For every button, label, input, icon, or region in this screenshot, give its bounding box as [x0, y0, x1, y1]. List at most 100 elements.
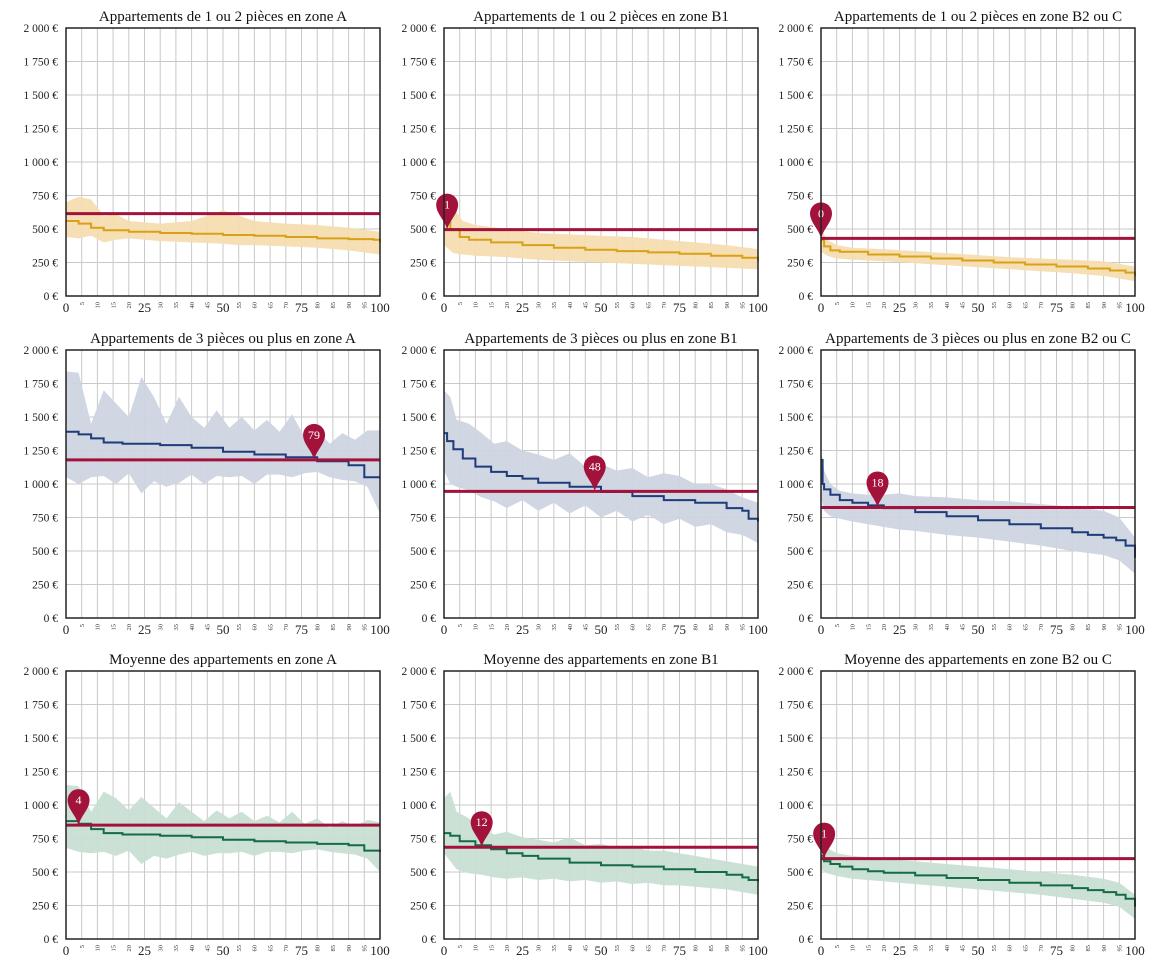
x-minor-tick-label: 10	[850, 302, 857, 309]
chart-panel-3: Appartements de 1 ou 2 pièces en zone B2…	[779, 9, 1145, 315]
x-tick-label: 25	[138, 300, 151, 315]
x-minor-tick-label: 70	[661, 302, 668, 309]
x-minor-tick-label: 80	[315, 945, 322, 952]
interval-band	[66, 196, 380, 255]
x-minor-tick-label: 85	[1085, 624, 1092, 631]
x-tick-label: 75	[1050, 300, 1063, 315]
x-minor-tick-label: 10	[473, 302, 480, 309]
x-tick-label: 75	[673, 300, 686, 315]
x-minor-tick-label: 30	[157, 302, 164, 309]
plot-frame	[443, 349, 759, 619]
x-minor-tick-label: 95	[362, 624, 369, 631]
x-tick-label: 0	[441, 622, 448, 637]
x-minor-tick-label: 60	[630, 945, 637, 952]
x-minor-tick-label: 80	[693, 945, 700, 952]
x-minor-tick-label: 15	[110, 624, 117, 631]
x-minor-tick-label: 35	[173, 945, 180, 952]
chart-title: Moyenne des appartements en zone A	[109, 652, 337, 668]
y-tick-label: 0 €	[799, 934, 814, 946]
chart-panel-4: Appartements de 3 pièces ou plus en zone…	[24, 331, 390, 637]
x-minor-tick-label: 20	[504, 302, 511, 309]
x-tick-label: 75	[295, 622, 308, 637]
x-minor-tick-label: 10	[95, 624, 102, 631]
chart-panel-7: Moyenne des appartements en zone A 4 0 € 25…	[24, 652, 390, 958]
y-tick-label: 1 750 €	[779, 379, 814, 391]
y-tick-label: 0 €	[44, 934, 59, 946]
chart-title: Appartements de 3 pièces ou plus en zone…	[825, 331, 1131, 347]
x-minor-tick-label: 5	[79, 624, 86, 627]
x-minor-tick-label: 40	[944, 302, 951, 309]
x-minor-tick-label: 40	[944, 945, 951, 952]
x-minor-tick-label: 35	[928, 624, 935, 631]
x-minor-tick-label: 15	[110, 945, 117, 952]
x-minor-tick-label: 70	[283, 945, 290, 952]
x-tick-label: 25	[893, 943, 906, 958]
marker-pin-shape	[470, 811, 493, 848]
y-tick-label: 1 750 €	[24, 57, 59, 69]
y-tick-label: 250 €	[787, 901, 813, 913]
x-minor-tick-label: 95	[1117, 624, 1124, 631]
x-minor-tick-label: 30	[536, 302, 543, 309]
x-minor-tick-label: 15	[865, 302, 872, 309]
chart-title: Appartements de 3 pièces ou plus en zone…	[464, 331, 737, 347]
y-tick-label: 1 250 €	[402, 767, 437, 779]
x-minor-tick-label: 95	[362, 945, 369, 952]
marker-pin-shape	[436, 193, 459, 230]
y-tick-label: 250 €	[32, 258, 58, 270]
y-tick-label: 1 750 €	[24, 700, 59, 712]
x-tick-label: 75	[1050, 622, 1063, 637]
x-minor-tick-label: 30	[536, 624, 543, 631]
x-tick-label: 100	[370, 943, 390, 958]
series-line	[444, 832, 759, 882]
y-tick-label: 250 €	[410, 901, 436, 913]
plot-frame	[820, 349, 1136, 619]
x-minor-tick-label: 85	[330, 302, 337, 309]
x-minor-tick-label: 30	[913, 624, 920, 631]
x-minor-tick-label: 60	[630, 624, 637, 631]
x-minor-tick-label: 5	[457, 302, 464, 305]
y-tick-label: 1 750 €	[24, 379, 59, 391]
x-tick-label: 50	[595, 300, 608, 315]
x-tick-label: 100	[370, 622, 390, 637]
x-minor-tick-label: 35	[928, 302, 935, 309]
x-minor-tick-label: 70	[1038, 302, 1045, 309]
y-tick-label: 1 000 €	[779, 157, 814, 169]
x-tick-label: 50	[972, 300, 985, 315]
x-tick-label: 100	[370, 300, 390, 315]
chart-panel-8: Moyenne des appartements en zone B1 12 0 €…	[402, 652, 768, 958]
x-tick-label: 0	[63, 300, 70, 315]
x-minor-tick-label: 55	[236, 302, 243, 309]
x-minor-tick-label: 60	[252, 302, 259, 309]
x-minor-tick-label: 35	[928, 945, 935, 952]
x-minor-tick-label: 90	[724, 302, 731, 309]
x-minor-tick-label: 40	[189, 624, 196, 631]
y-tick-label: 750 €	[32, 191, 58, 203]
y-tick-label: 750 €	[32, 513, 58, 525]
x-minor-tick-label: 20	[504, 624, 511, 631]
x-minor-tick-label: 20	[504, 945, 511, 952]
x-minor-tick-label: 70	[283, 624, 290, 631]
x-minor-tick-label: 80	[315, 624, 322, 631]
y-tick-label: 750 €	[410, 191, 436, 203]
x-tick-label: 25	[516, 943, 529, 958]
x-minor-tick-label: 10	[473, 945, 480, 952]
x-minor-tick-label: 45	[583, 302, 590, 309]
y-tick-label: 500 €	[410, 546, 436, 558]
x-minor-tick-label: 80	[1070, 302, 1077, 309]
y-tick-label: 0 €	[44, 613, 59, 625]
y-tick-label: 1 250 €	[24, 124, 59, 136]
x-minor-tick-label: 20	[126, 945, 133, 952]
x-minor-tick-label: 40	[567, 624, 574, 631]
x-minor-tick-label: 45	[960, 302, 967, 309]
y-tick-label: 2 000 €	[779, 666, 814, 678]
x-minor-tick-label: 5	[834, 624, 841, 627]
x-minor-tick-label: 55	[614, 945, 621, 952]
x-minor-tick-label: 10	[850, 945, 857, 952]
x-minor-tick-label: 70	[1038, 624, 1045, 631]
y-tick-label: 750 €	[787, 834, 813, 846]
series-line	[66, 820, 381, 852]
y-tick-label: 500 €	[410, 224, 436, 236]
y-tick-label: 1 250 €	[779, 124, 814, 136]
x-minor-tick-label: 30	[913, 302, 920, 309]
x-minor-tick-label: 5	[834, 945, 841, 948]
